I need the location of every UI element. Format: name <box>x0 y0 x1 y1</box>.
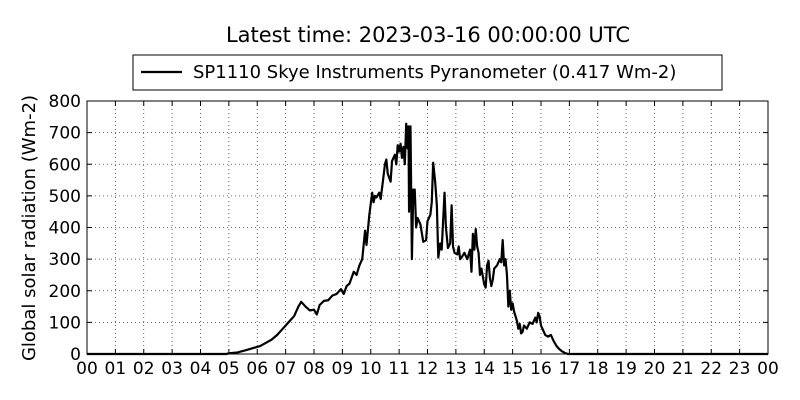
x-tick-label: 20 <box>644 359 666 379</box>
y-tick-label: 700 <box>49 124 81 144</box>
x-tick-label: 23 <box>729 359 751 379</box>
x-tick-label: 03 <box>161 359 183 379</box>
x-tick-label: 10 <box>360 359 382 379</box>
x-tick-label: 17 <box>559 359 581 379</box>
y-tick-label: 300 <box>49 250 81 270</box>
y-tick-label: 200 <box>49 282 81 302</box>
x-tick-label: 13 <box>445 359 467 379</box>
x-tick-label: 15 <box>502 359 524 379</box>
x-tick-label: 09 <box>332 359 354 379</box>
x-tick-label: 16 <box>530 359 552 379</box>
legend-box <box>132 54 723 91</box>
x-tick-label: 02 <box>133 359 155 379</box>
x-tick-label: 05 <box>218 359 240 379</box>
x-tick-label: 04 <box>190 359 212 379</box>
x-tick-label: 00 <box>757 359 779 379</box>
x-tick-label: 19 <box>615 359 637 379</box>
x-tick-label: 08 <box>303 359 325 379</box>
y-tick-label: 0 <box>70 345 81 365</box>
x-tick-label: 00 <box>76 359 98 379</box>
x-tick-label: 18 <box>587 359 609 379</box>
x-tick-label: 14 <box>473 359 495 379</box>
y-axis-label: Global solar radiation (Wm-2) <box>19 95 40 361</box>
legend: SP1110 Skye Instruments Pyranometer (0.4… <box>132 54 723 91</box>
legend-label: SP1110 Skye Instruments Pyranometer (0.4… <box>193 62 676 83</box>
axis-ticks: 00 01 02 03 04 05 06 07 08 09 10 11 12 13 14 15 16 17 18 19… <box>49 92 779 379</box>
y-tick-label: 400 <box>49 219 81 239</box>
y-tick-label: 600 <box>49 155 81 175</box>
series-line-pyranometer <box>87 122 768 356</box>
x-tick-label: 22 <box>700 359 722 379</box>
x-tick-label: 11 <box>388 359 410 379</box>
x-tick-label: 01 <box>105 359 127 379</box>
chart-title: Latest time: 2023-03-16 00:00:00 UTC <box>226 23 630 47</box>
x-tick-label: 06 <box>246 359 268 379</box>
x-tick-label: 21 <box>672 359 694 379</box>
x-tick-label: 07 <box>275 359 297 379</box>
y-tick-label: 800 <box>49 92 81 112</box>
y-tick-label: 500 <box>49 187 81 207</box>
x-tick-label: 12 <box>417 359 439 379</box>
y-tick-label: 100 <box>49 313 81 333</box>
